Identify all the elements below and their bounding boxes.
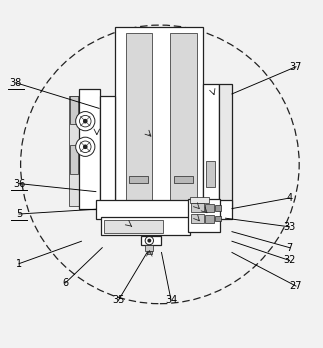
Bar — [171, 33, 197, 206]
Bar — [206, 161, 215, 187]
Bar — [104, 220, 163, 233]
Bar — [101, 217, 190, 235]
Text: 36: 36 — [13, 179, 25, 189]
Text: 34: 34 — [165, 295, 177, 306]
Bar — [219, 84, 232, 209]
Text: 33: 33 — [284, 222, 296, 232]
Bar — [203, 84, 219, 209]
Bar — [215, 205, 221, 211]
Bar — [70, 96, 78, 124]
Text: 38: 38 — [10, 78, 22, 88]
Text: 5: 5 — [16, 209, 22, 219]
Bar — [100, 96, 115, 208]
Bar — [145, 245, 152, 251]
Bar — [191, 214, 204, 223]
Circle shape — [76, 137, 95, 156]
Text: 35: 35 — [112, 295, 124, 306]
Text: 37: 37 — [290, 62, 302, 72]
Bar — [174, 176, 193, 183]
Circle shape — [76, 112, 95, 131]
Bar — [205, 204, 214, 212]
Bar — [68, 96, 79, 206]
Circle shape — [148, 239, 151, 242]
Text: 32: 32 — [283, 255, 296, 266]
Bar — [191, 204, 204, 212]
Bar — [130, 176, 148, 183]
Bar — [96, 200, 232, 219]
Text: 1: 1 — [16, 259, 22, 269]
Text: 4: 4 — [287, 193, 293, 203]
Bar — [215, 216, 221, 221]
Text: 27: 27 — [290, 281, 302, 291]
Bar — [147, 251, 152, 254]
Circle shape — [84, 120, 87, 123]
Text: 6: 6 — [62, 278, 68, 288]
Bar — [115, 27, 203, 219]
Bar — [70, 145, 78, 174]
Bar — [126, 33, 152, 206]
Bar — [188, 199, 220, 232]
Bar — [79, 89, 100, 209]
Text: 7: 7 — [287, 243, 293, 253]
Circle shape — [84, 145, 87, 148]
Bar — [190, 197, 209, 203]
Bar — [141, 236, 161, 245]
Bar — [205, 215, 214, 223]
